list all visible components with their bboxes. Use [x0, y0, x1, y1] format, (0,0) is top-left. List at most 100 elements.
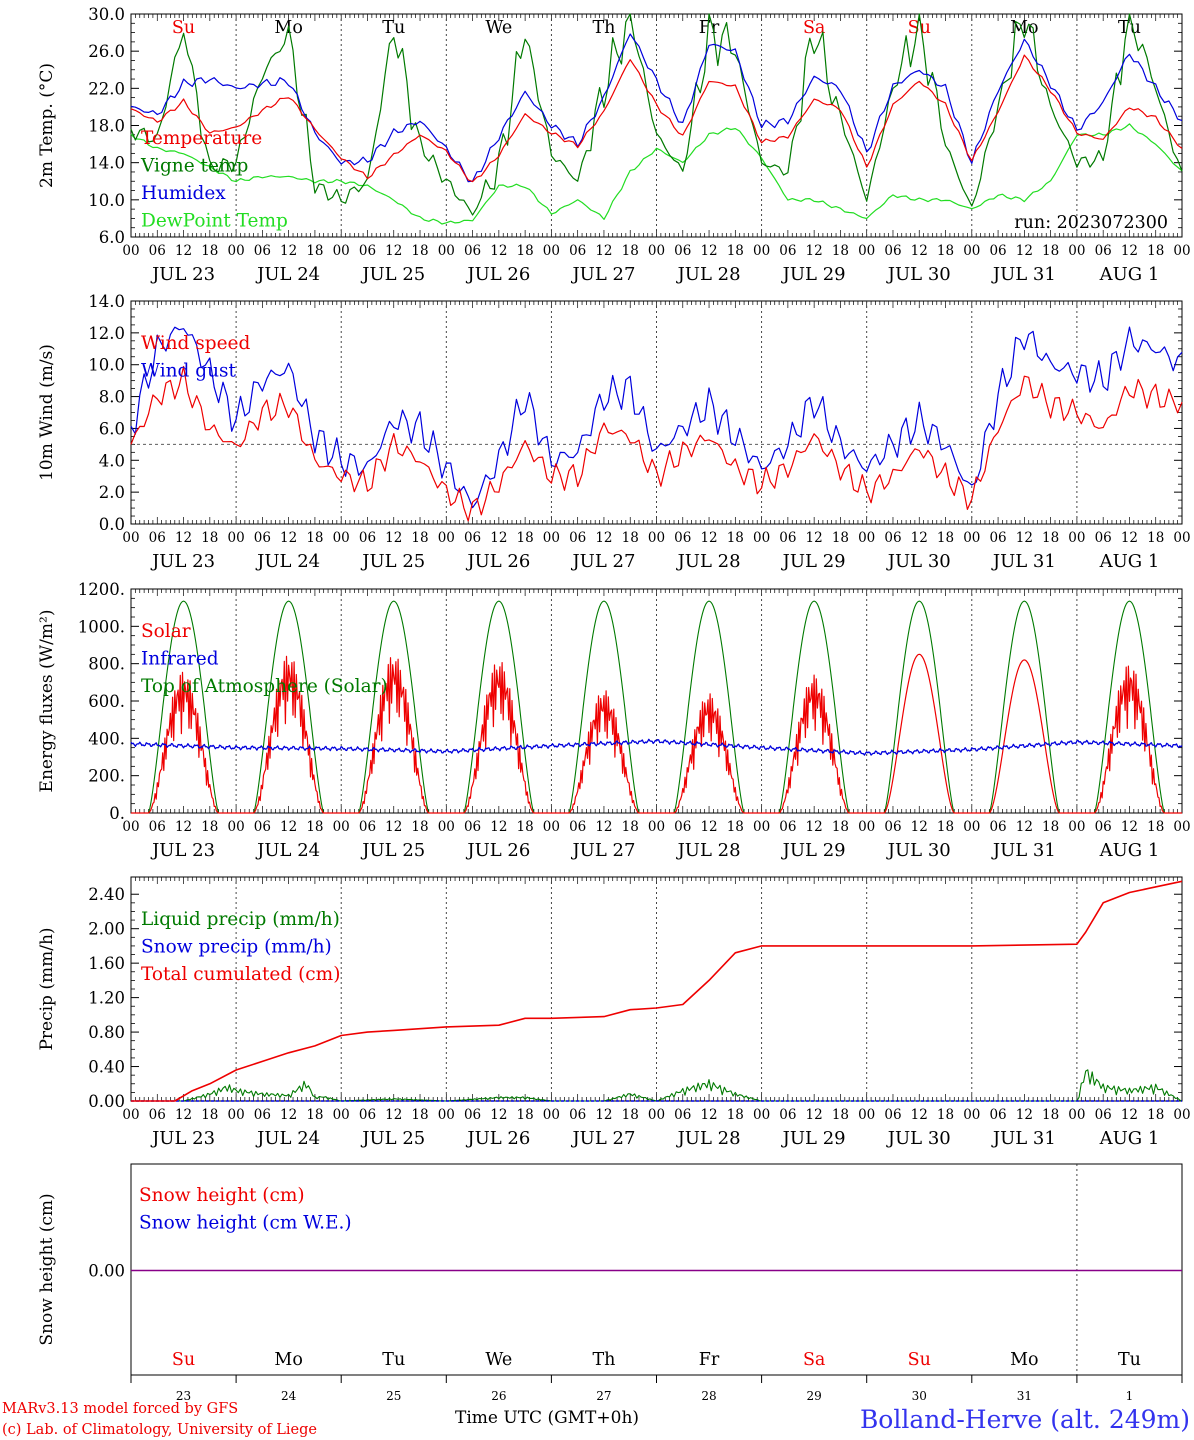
- hour-label: 18: [1147, 530, 1164, 546]
- hour-label: 00: [333, 819, 350, 835]
- hour-label: 00: [753, 530, 770, 546]
- hour-label: 00: [1173, 530, 1190, 546]
- y-tick-label: 2.0: [99, 483, 125, 502]
- hour-label: 18: [937, 1107, 954, 1123]
- y-tick-label: 600.: [88, 692, 125, 711]
- hour-label: 06: [464, 819, 481, 835]
- hour-label: 06: [149, 243, 166, 259]
- hour-label: 06: [464, 530, 481, 546]
- hour-label: 18: [937, 243, 954, 259]
- hour-label: 00: [1068, 530, 1085, 546]
- hour-label: 00: [963, 1107, 980, 1123]
- hour-label: 18: [306, 1107, 323, 1123]
- hour-label: 18: [727, 819, 744, 835]
- hour-label: 06: [149, 819, 166, 835]
- date-label: JUL 30: [886, 551, 951, 572]
- date-label: JUL 23: [150, 1128, 215, 1149]
- hour-label: 18: [622, 1107, 639, 1123]
- legend-entry: Infrared: [141, 649, 219, 670]
- legend-entry: Snow precip (mm/h): [141, 937, 332, 958]
- hour-label: 06: [884, 1107, 901, 1123]
- y-tick-label: 0.00: [88, 1262, 125, 1281]
- hour-label: 06: [674, 530, 691, 546]
- legend-entry: Humidex: [141, 183, 226, 204]
- date-label: JUL 24: [255, 1128, 320, 1149]
- hour-label: 12: [280, 530, 297, 546]
- snow-ylabel: Snow height (cm): [37, 1193, 57, 1345]
- hour-label: 18: [1042, 530, 1059, 546]
- hour-label: 12: [175, 530, 192, 546]
- date-label: JUL 29: [781, 1128, 846, 1149]
- hour-label: 06: [1095, 530, 1112, 546]
- date-label: AUG 1: [1099, 551, 1160, 572]
- date-label: JUL 26: [465, 840, 530, 861]
- hour-label: 18: [1042, 819, 1059, 835]
- date-label: JUL 26: [465, 1128, 530, 1149]
- hour-label: 12: [490, 819, 507, 835]
- hour-label: 12: [280, 819, 297, 835]
- hour-label: 06: [674, 1107, 691, 1123]
- hour-label: 12: [1016, 530, 1033, 546]
- series-solar: [131, 653, 1182, 814]
- date-label: JUL 31: [991, 1128, 1056, 1149]
- hour-label: 18: [306, 243, 323, 259]
- hour-label: 12: [385, 1107, 402, 1123]
- hour-label: 00: [753, 819, 770, 835]
- day-number: 30: [912, 1389, 927, 1403]
- date-label: AUG 1: [1099, 264, 1160, 285]
- hour-label: 12: [1121, 1107, 1138, 1123]
- hour-label: 12: [1016, 243, 1033, 259]
- y-tick-label: 2.40: [88, 885, 125, 904]
- hour-label: 00: [963, 530, 980, 546]
- y-tick-label: 200.: [88, 767, 125, 786]
- hour-label: 12: [595, 819, 612, 835]
- hour-label: 00: [543, 819, 560, 835]
- hour-label: 00: [753, 243, 770, 259]
- series-total-cumulated: [131, 880, 1183, 1102]
- legend-entry: Temperature: [141, 128, 262, 149]
- hour-label: 00: [438, 819, 455, 835]
- day-name: Th: [592, 1350, 615, 1370]
- y-tick-label: 10.0: [88, 191, 125, 210]
- hour-label: 00: [858, 819, 875, 835]
- time-axis-label: Time UTC (GMT+0h): [455, 1408, 639, 1428]
- energy-ylabel: Energy fluxes (W/m²): [37, 610, 57, 793]
- hour-label: 18: [1147, 243, 1164, 259]
- hour-label: 00: [333, 1107, 350, 1123]
- hour-label: 00: [122, 819, 139, 835]
- day-number: 1: [1126, 1389, 1134, 1403]
- hour-label: 18: [832, 243, 849, 259]
- date-label: JUL 25: [360, 840, 425, 861]
- hour-label: 00: [122, 530, 139, 546]
- date-label: JUL 27: [570, 1128, 635, 1149]
- date-label: JUL 28: [676, 264, 741, 285]
- hour-label: 12: [700, 530, 717, 546]
- series-dewpoint-temp: [130, 123, 1183, 225]
- hour-label: 06: [569, 243, 586, 259]
- legend-entry: Snow height (cm W.E.): [139, 1213, 352, 1234]
- hour-label: 06: [254, 530, 271, 546]
- day-number: 26: [491, 1389, 506, 1403]
- day-number: 28: [701, 1389, 716, 1403]
- hour-label: 06: [359, 1107, 376, 1123]
- hour-label: 06: [359, 819, 376, 835]
- date-label: JUL 31: [991, 840, 1056, 861]
- day-name: Tu: [1118, 18, 1141, 38]
- hour-label: 18: [306, 530, 323, 546]
- hour-label: 12: [1016, 1107, 1033, 1123]
- y-tick-label: 14.0: [88, 154, 125, 173]
- hour-label: 06: [254, 1107, 271, 1123]
- hour-label: 12: [175, 819, 192, 835]
- hour-label: 12: [806, 1107, 823, 1123]
- hour-label: 00: [753, 1107, 770, 1123]
- hour-label: 18: [622, 819, 639, 835]
- hour-label: 00: [122, 1107, 139, 1123]
- hour-label: 06: [674, 819, 691, 835]
- hour-label: 12: [280, 1107, 297, 1123]
- hour-label: 18: [201, 1107, 218, 1123]
- hour-label: 00: [1173, 243, 1190, 259]
- y-tick-label: 1.20: [88, 989, 125, 1008]
- hour-label: 06: [989, 530, 1006, 546]
- hour-label: 00: [858, 530, 875, 546]
- hour-label: 12: [1121, 530, 1138, 546]
